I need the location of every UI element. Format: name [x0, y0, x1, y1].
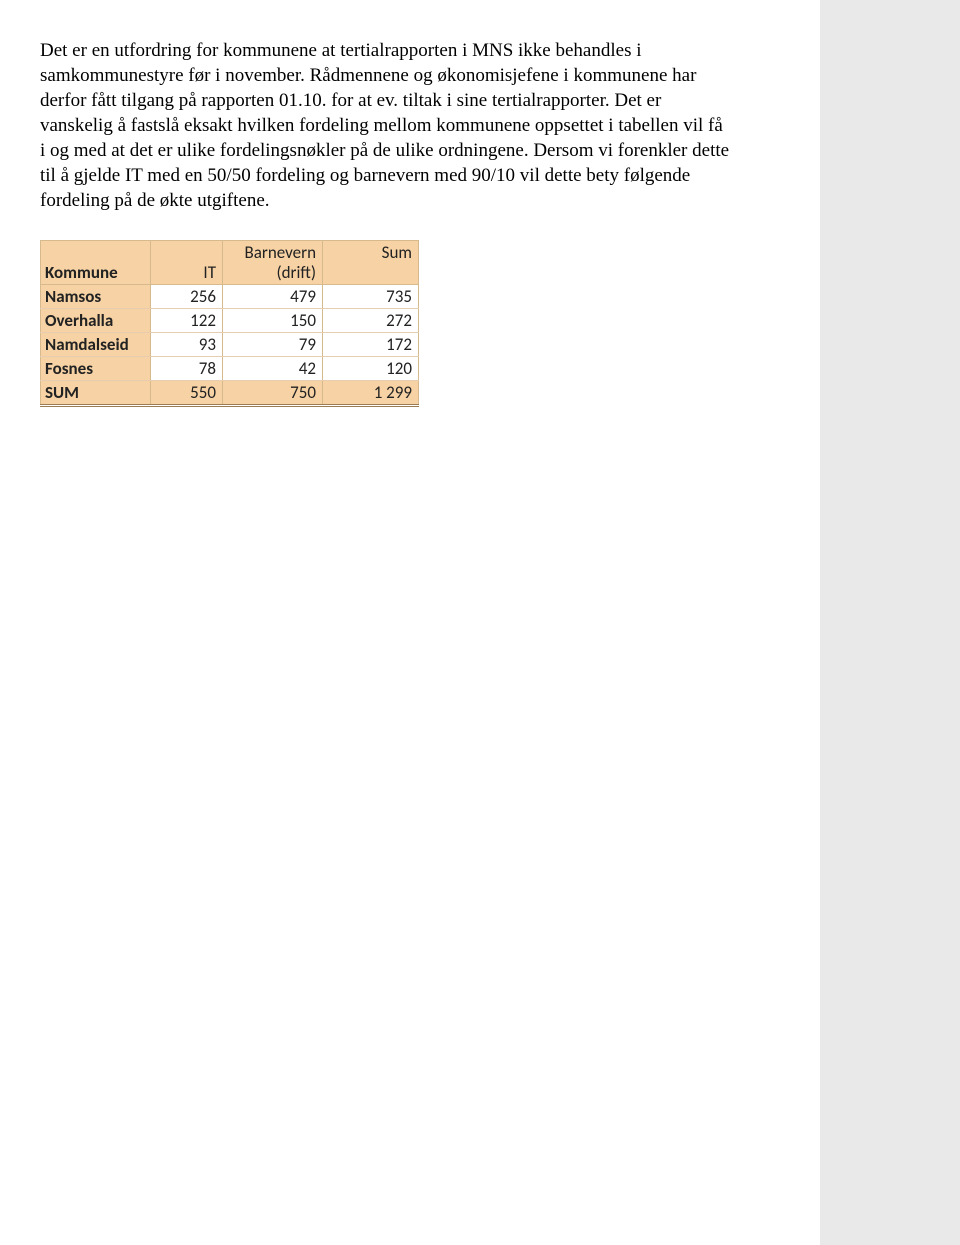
page-content: Det er en utfordring for kommunene at te… — [0, 0, 770, 407]
row-name: Namdalseid — [41, 332, 151, 356]
table-row: Namsos 256 479 735 — [41, 284, 419, 308]
cell-sum: 120 — [323, 356, 419, 380]
table-header-row: Kommune IT Barnevern (drift) Sum — [41, 240, 419, 284]
sum-it: 550 — [151, 380, 223, 405]
header-sum: Sum — [323, 240, 419, 284]
cell-it: 256 — [151, 284, 223, 308]
cell-barn: 79 — [223, 332, 323, 356]
sum-name: SUM — [41, 380, 151, 405]
sum-sum: 1 299 — [323, 380, 419, 405]
header-barnevern-line1: Barnevern — [245, 242, 316, 263]
row-name: Namsos — [41, 284, 151, 308]
cell-it: 122 — [151, 308, 223, 332]
header-barnevern-line2: (drift) — [276, 262, 316, 283]
header-it: IT — [151, 240, 223, 284]
table-sum-row: SUM 550 750 1 299 — [41, 380, 419, 405]
cell-sum: 735 — [323, 284, 419, 308]
sum-barn: 750 — [223, 380, 323, 405]
row-name: Overhalla — [41, 308, 151, 332]
cell-it: 93 — [151, 332, 223, 356]
header-barnevern: Barnevern (drift) — [223, 240, 323, 284]
table-row: Overhalla 122 150 272 — [41, 308, 419, 332]
cell-sum: 172 — [323, 332, 419, 356]
row-name: Fosnes — [41, 356, 151, 380]
cell-barn: 150 — [223, 308, 323, 332]
cell-sum: 272 — [323, 308, 419, 332]
intro-paragraph: Det er en utfordring for kommunene at te… — [40, 38, 730, 214]
header-kommune: Kommune — [41, 240, 151, 284]
table-row: Fosnes 78 42 120 — [41, 356, 419, 380]
cell-barn: 42 — [223, 356, 323, 380]
fordelings-table: Kommune IT Barnevern (drift) Sum Namsos … — [40, 240, 419, 407]
cell-it: 78 — [151, 356, 223, 380]
page-margin-stripe — [820, 0, 960, 1245]
cell-barn: 479 — [223, 284, 323, 308]
table-row: Namdalseid 93 79 172 — [41, 332, 419, 356]
